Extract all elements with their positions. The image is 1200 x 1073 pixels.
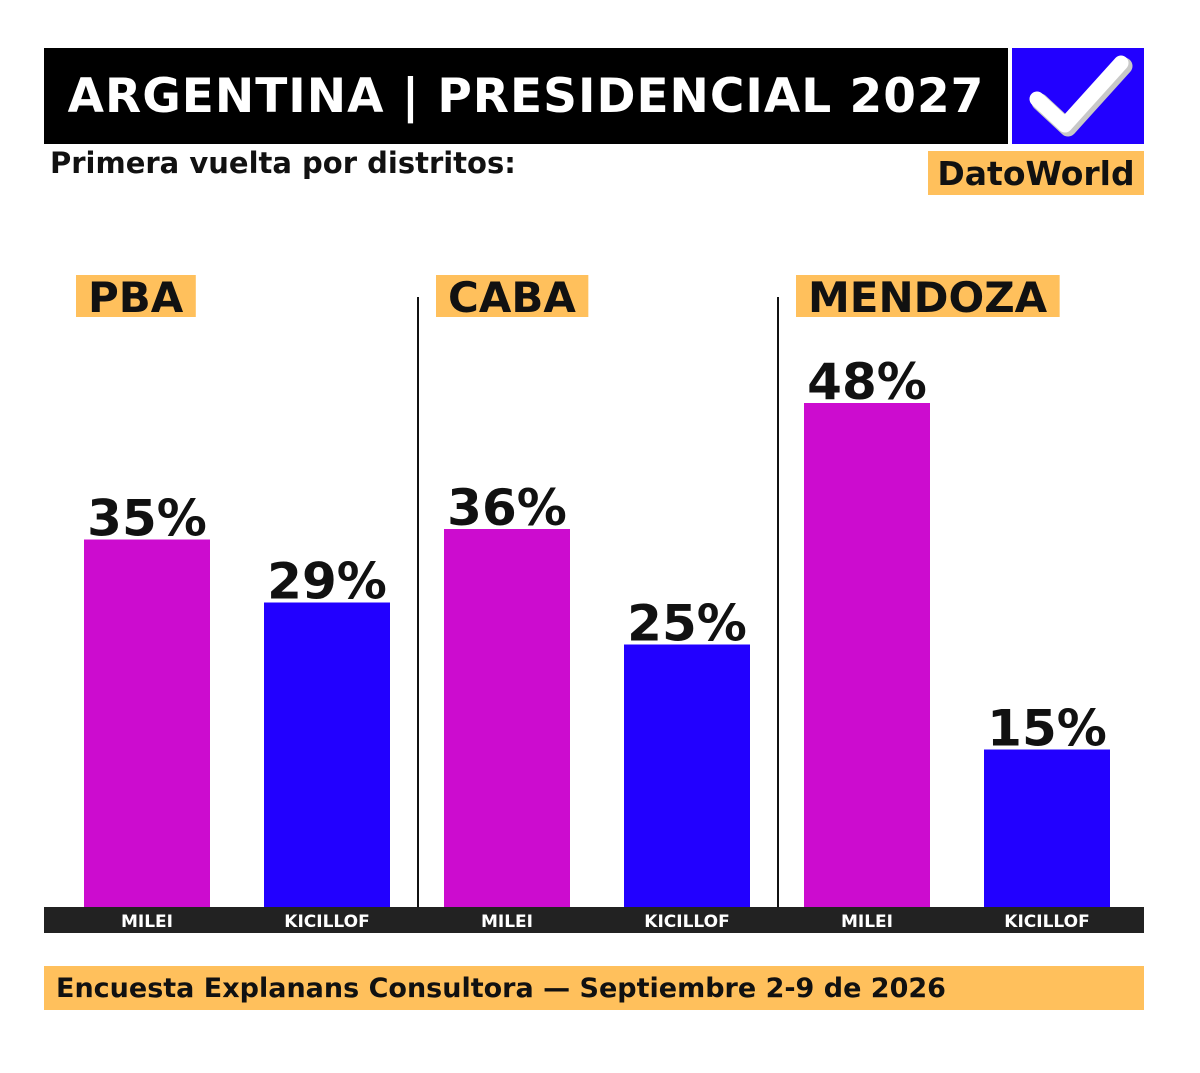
category-label-mendoza-milei: MILEI (841, 912, 893, 932)
bar-pba-kicillof (264, 602, 390, 907)
source-footer: Encuesta Explanans Consultora — Septiemb… (44, 966, 1144, 1010)
group-label-highlight-caba (436, 275, 589, 317)
check-badge (1012, 48, 1144, 144)
group-label-pba: PBA (88, 273, 184, 322)
bar-pba-milei (84, 539, 210, 907)
value-label-mendoza-kicillof: 15% (987, 700, 1107, 758)
bar-caba-milei (444, 529, 570, 907)
group-label-caba: CABA (448, 273, 576, 322)
category-label-caba-kicillof: KICILLOF (644, 912, 729, 932)
brand-badge: DatoWorld (928, 151, 1144, 195)
group-label-highlight-pba (76, 275, 196, 317)
category-label-pba-milei: MILEI (121, 912, 173, 932)
value-label-mendoza-milei: 48% (807, 353, 927, 411)
bar-mendoza-milei (804, 403, 930, 907)
value-label-caba-milei: 36% (447, 479, 567, 537)
title-bar: ARGENTINA | PRESIDENCIAL 2027 (44, 48, 1008, 144)
checkmark-icon (1029, 55, 1133, 137)
bar-caba-kicillof (624, 644, 750, 907)
value-label-pba-milei: 35% (87, 490, 207, 548)
group-label-highlight-mendoza (796, 275, 1060, 317)
bar-mendoza-kicillof (984, 749, 1110, 907)
group-label-mendoza: MENDOZA (808, 273, 1048, 322)
category-label-pba-kicillof: KICILLOF (284, 912, 369, 932)
category-label-caba-milei: MILEI (481, 912, 533, 932)
value-label-caba-kicillof: 25% (627, 595, 747, 653)
category-label-mendoza-kicillof: KICILLOF (1004, 912, 1089, 932)
chart-subtitle: Primera vuelta por distritos: (50, 146, 516, 180)
value-label-pba-kicillof: 29% (267, 553, 387, 611)
page-title: ARGENTINA | PRESIDENCIAL 2027 (67, 68, 985, 124)
chart-baseline (44, 907, 1144, 933)
